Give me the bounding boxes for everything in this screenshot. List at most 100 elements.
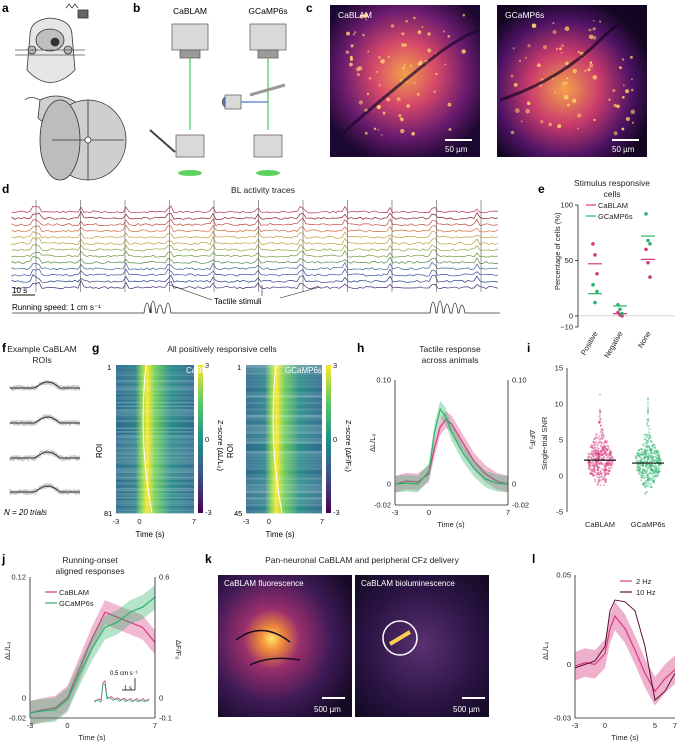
- heatmap-row: [116, 461, 194, 465]
- data-point: [594, 454, 597, 457]
- heatmap-row: [116, 483, 194, 486]
- heatmap-row: [246, 427, 322, 432]
- neuron-spot: [375, 70, 378, 73]
- neuron-spot: [448, 128, 452, 131]
- x-tick-label: 7: [320, 517, 324, 526]
- data-point: [600, 457, 603, 460]
- data-point: [598, 421, 601, 424]
- data-point: [641, 463, 644, 466]
- data-point: [607, 452, 610, 455]
- neuron-spot: [577, 50, 581, 54]
- data-point: [596, 467, 599, 470]
- roi-title: Example CaBLAM: [7, 344, 76, 354]
- data-point: [652, 457, 655, 460]
- data-point: [653, 459, 656, 462]
- series-line: [394, 407, 509, 485]
- gcamp-imaging-field: [497, 5, 647, 157]
- data-point: [642, 464, 645, 467]
- data-point: [606, 454, 609, 457]
- data-point: [641, 470, 644, 473]
- data-point: [588, 461, 591, 464]
- data-point: [647, 425, 650, 428]
- data-point: [601, 451, 604, 454]
- data-point: [593, 457, 596, 460]
- neuron-spot: [630, 109, 636, 115]
- data-point: [597, 478, 600, 481]
- data-point: [652, 472, 655, 475]
- data-point: [591, 473, 594, 476]
- data-point: [589, 452, 592, 455]
- data-point: [646, 473, 649, 476]
- data-point: [603, 449, 606, 452]
- data-point: [647, 454, 650, 457]
- data-point: [598, 463, 601, 466]
- neuron-spot: [592, 27, 596, 31]
- colorbar-tick: 3: [333, 361, 337, 370]
- data-point: [649, 448, 652, 451]
- neuron-spot: [588, 28, 592, 32]
- data-point: [640, 447, 643, 450]
- y-axis-label: ROI: [95, 444, 104, 458]
- activity-trace: [11, 268, 499, 277]
- data-point: [642, 474, 645, 477]
- panel-label: e: [538, 182, 545, 196]
- data-point: [648, 471, 651, 474]
- y-tick-label: 0.10: [512, 376, 527, 385]
- data-point: [605, 453, 608, 456]
- data-point: [595, 433, 598, 436]
- neuron-spot: [421, 25, 424, 28]
- y-axis-label: ΔL/L₀: [541, 641, 550, 660]
- data-point: [602, 448, 605, 451]
- data-point: [610, 455, 613, 458]
- heatmap-row: [116, 383, 194, 386]
- neuron-spot: [410, 64, 413, 67]
- mean-trace: [10, 416, 80, 424]
- data-point: [658, 459, 661, 462]
- data-point: [648, 457, 651, 460]
- heatmap-row: [116, 452, 194, 455]
- heatmap-row: [116, 377, 194, 381]
- data-point: [602, 436, 605, 439]
- heatmap-row: [246, 457, 322, 461]
- heatmap-row: [116, 434, 194, 437]
- legend-label: 2 Hz: [636, 577, 652, 586]
- heatmap-row: [116, 502, 194, 505]
- neuron-spot: [401, 32, 405, 36]
- data-point: [650, 460, 653, 463]
- heatmap-row: [116, 494, 194, 497]
- data-point: [646, 476, 649, 479]
- data-point: [656, 451, 659, 454]
- data-point: [600, 457, 603, 460]
- data-point: [599, 424, 602, 427]
- data-point: [591, 455, 594, 458]
- data-point: [658, 458, 661, 461]
- data-point: [657, 465, 660, 468]
- data-point: [609, 462, 612, 465]
- activity-trace: [11, 217, 499, 227]
- neuron-spot: [557, 124, 562, 129]
- neuron-spot: [396, 97, 401, 102]
- chart-title: cells: [603, 189, 620, 199]
- data-point: [644, 450, 647, 453]
- data-point: [654, 446, 657, 449]
- neuron-spot: [510, 74, 514, 78]
- data-point: [600, 461, 603, 464]
- data-point: [645, 454, 648, 457]
- data-point: [648, 428, 651, 431]
- data-point: [651, 463, 654, 466]
- neuron-spot: [621, 95, 625, 99]
- data-point: [647, 398, 650, 401]
- data-point: [609, 462, 612, 465]
- colorbar-tick: 0: [205, 435, 209, 444]
- series-line: [394, 418, 509, 485]
- data-point: [602, 448, 605, 451]
- data-point: [598, 455, 601, 458]
- data-point: [645, 445, 648, 448]
- data-point: [598, 452, 601, 455]
- y-tick-label: 0: [567, 660, 571, 669]
- data-point: [655, 470, 658, 473]
- neuron-spot: [413, 82, 416, 85]
- data-point: [594, 449, 597, 452]
- data-point: [653, 465, 656, 468]
- neuron-spot: [447, 102, 452, 107]
